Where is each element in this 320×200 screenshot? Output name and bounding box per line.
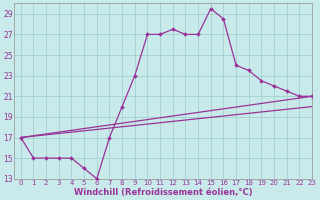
X-axis label: Windchill (Refroidissement éolien,°C): Windchill (Refroidissement éolien,°C) [74, 188, 252, 197]
